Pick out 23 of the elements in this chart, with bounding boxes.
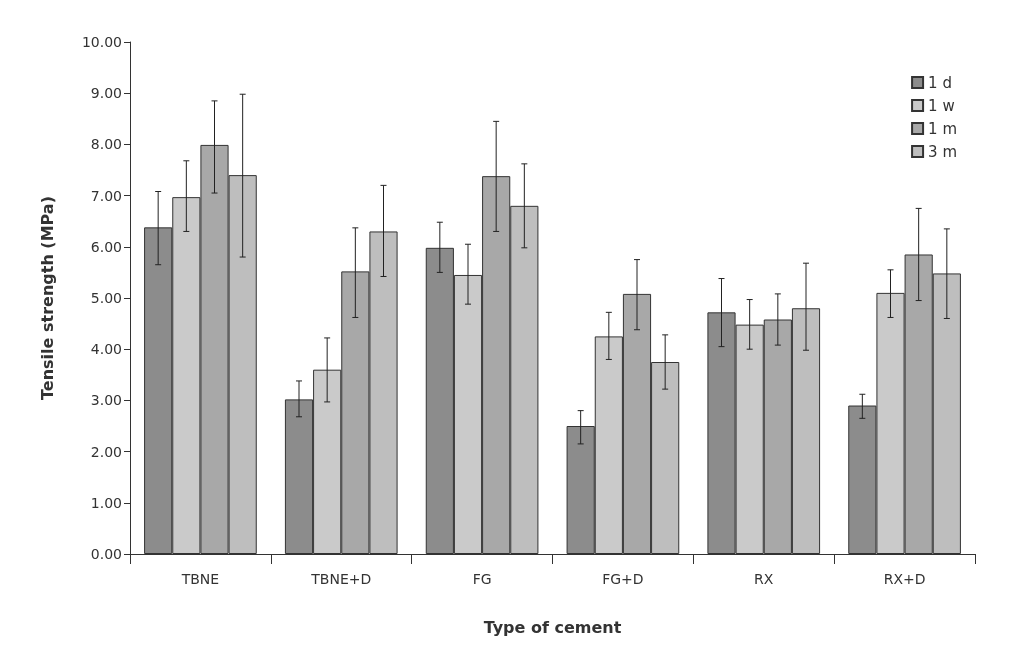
legend-label: 1 m [928, 119, 958, 138]
x-tick-label: FG [472, 571, 492, 587]
y-tick-label: 2.00 [90, 443, 122, 460]
legend-label: 3 m [928, 142, 958, 161]
y-axis-title: Tensile strength (MPa) [37, 196, 57, 400]
y-tick-label: 0.00 [90, 546, 122, 562]
x-tick-label: FG+D [602, 571, 644, 587]
y-tick-label: 5.00 [90, 290, 122, 306]
legend-label: 1 w [928, 96, 955, 115]
x-tick-label: RX+D [883, 571, 926, 587]
x-tick-label: RX [754, 571, 774, 587]
y-tick-label: 4.00 [90, 341, 122, 358]
y-tick-label: 10.00 [81, 34, 122, 50]
y-tick-label: 3.00 [90, 392, 122, 409]
legend-label: 1 d [928, 73, 952, 92]
y-tick-label: 9.00 [90, 85, 122, 102]
y-tick-label: 8.00 [90, 136, 122, 153]
x-tick-label: TBNE [180, 571, 220, 587]
y-tick-label: 6.00 [90, 238, 122, 255]
x-axis-title: Type of cement [483, 617, 622, 637]
x-tick-label: TBNE+D [310, 571, 372, 587]
y-tick-label: 7.00 [90, 187, 122, 204]
y-tick-label: 1.00 [90, 494, 122, 511]
